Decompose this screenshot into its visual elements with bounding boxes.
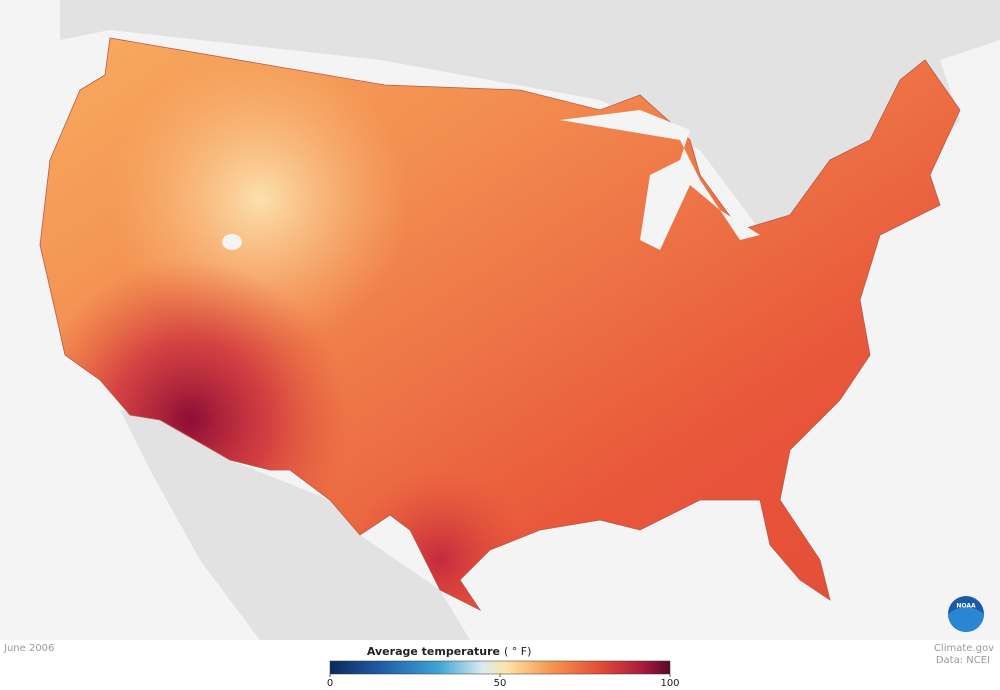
colorbar [329, 660, 671, 675]
colorbar-tick-label: 50 [494, 678, 507, 689]
noaa-logo-wave [948, 607, 984, 632]
great-lakes [560, 110, 760, 250]
colorbar-tick-label: 100 [660, 678, 679, 689]
canada [60, 0, 1000, 230]
noaa-logo-text: NOAA [956, 603, 976, 610]
colorbar-tick-label: 0 [327, 678, 333, 689]
date: June 2006 [3, 643, 54, 654]
legend-title: Average temperature [367, 645, 500, 658]
salt-lake [222, 234, 242, 250]
credit-source: Data: NCEI [936, 655, 990, 666]
colorbar-ticks: 0 50 100 [327, 674, 680, 689]
legend-unit: ( ° F) [504, 645, 531, 658]
credit-site: Climate.gov [934, 643, 994, 654]
mexico [120, 410, 470, 640]
